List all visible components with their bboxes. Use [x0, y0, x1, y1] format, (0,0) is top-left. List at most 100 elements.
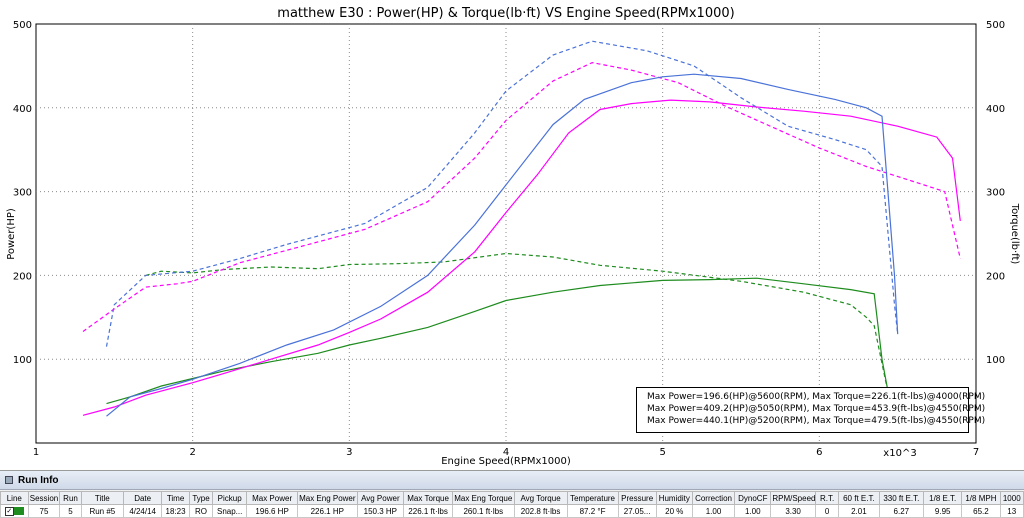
table-cell: ✓ — [0, 504, 29, 518]
table-cell: 1.00 — [734, 504, 772, 518]
y-tick-label-right: 300 — [986, 188, 1005, 199]
table-cell: 87.2 °F — [566, 504, 619, 518]
x-tick-label: 1 — [33, 447, 39, 458]
y-tick-label-left: 500 — [13, 20, 32, 31]
table-cell: 3.30 — [770, 504, 816, 518]
chart-svg: matthew E30 : Power(HP) & Torque(lb·ft) … — [6, 6, 1020, 467]
run-info-title: Run Info — [18, 474, 59, 486]
x-axis-title: Engine Speed(RPMx1000) — [441, 456, 571, 467]
torque-line-series-1 — [82, 61, 961, 332]
power-line-series-1 — [82, 99, 961, 416]
y-tick-label-right: 500 — [986, 20, 1005, 31]
legend-entry-green: Max Power=196.6(HP)@5600(RPM), Max Torqu… — [643, 391, 985, 403]
dyno-chart: matthew E30 : Power(HP) & Torque(lb·ft) … — [6, 6, 1020, 467]
column-header[interactable]: Max Power — [246, 491, 299, 505]
column-header[interactable]: Correction — [691, 491, 736, 505]
column-header[interactable]: 1/8 MPH — [961, 491, 1001, 505]
column-header[interactable]: Max Eng Torque — [452, 491, 515, 505]
column-header[interactable]: Line — [0, 491, 29, 505]
legend-label-magenta: Max Power=409.2(HP)@5050(RPM), Max Torqu… — [647, 404, 986, 414]
table-cell: 2.01 — [838, 504, 880, 518]
run-info-panel: Run Info Line Session Run Title Date Time Type… — [0, 470, 1024, 518]
column-header[interactable]: 1/8 E.T. — [923, 491, 963, 505]
legend-label-green: Max Power=196.6(HP)@5600(RPM), Max Torqu… — [647, 392, 986, 402]
y-tick-label-left: 100 — [13, 355, 32, 366]
x-tick-label: 7 — [973, 447, 979, 458]
table-cell: 5 — [59, 504, 82, 518]
x-tick-label: 6 — [816, 447, 822, 458]
table-cell: 226.1 HP — [297, 504, 358, 518]
x-tick-label: 3 — [346, 447, 352, 458]
table-cell: Snap... — [212, 504, 248, 518]
legend-entry-magenta: Max Power=409.2(HP)@5050(RPM), Max Torqu… — [643, 403, 985, 415]
table-cell: 13 — [999, 504, 1024, 518]
table-cell: 18:23 — [161, 504, 190, 518]
column-header[interactable]: 330 ft E.T. — [878, 491, 925, 505]
table-cell: 150.3 HP — [356, 504, 405, 518]
y-tick-label-left: 200 — [13, 271, 32, 282]
table-cell: 20 % — [655, 504, 693, 518]
line-visible-checkbox[interactable]: ✓ — [4, 506, 14, 516]
column-header[interactable]: Max Torque — [403, 491, 453, 505]
table-cell: 260.1 ft·lbs — [452, 504, 515, 518]
column-header[interactable]: Avg Torque — [513, 491, 568, 505]
grid — [36, 24, 976, 443]
y-tick-label-left: 300 — [13, 188, 32, 199]
y-axis-title-right: Torque(lb·ft) — [1009, 203, 1020, 265]
column-header[interactable]: Max Eng Power — [297, 491, 358, 505]
column-header[interactable]: DynoCF — [734, 491, 772, 505]
column-header[interactable]: 60 ft E.T. — [838, 491, 880, 505]
table-cell: 75 — [27, 504, 61, 518]
column-header[interactable]: Date — [123, 491, 163, 505]
y-tick-label-right: 400 — [986, 104, 1005, 115]
column-header[interactable]: Pressure — [617, 491, 657, 505]
column-header[interactable]: R.T. — [814, 491, 840, 505]
table-cell: 9.95 — [923, 504, 963, 518]
y-tick-label-right: 200 — [986, 271, 1005, 282]
y-axis-title-left: Power(HP) — [6, 208, 17, 260]
table-cell: 196.6 HP — [246, 504, 299, 518]
column-header[interactable]: Time — [161, 491, 190, 505]
column-header[interactable]: Title — [80, 491, 125, 505]
x-tick-label: 4 — [503, 447, 509, 458]
table-cell: 65.2 — [961, 504, 1001, 518]
table-cell: Run #5 — [80, 504, 125, 518]
column-header[interactable]: Run — [59, 491, 82, 505]
table-cell: 27.05... — [617, 504, 657, 518]
y-tick-label-left: 400 — [13, 104, 32, 115]
table-cell: 1.00 — [691, 504, 736, 518]
plot-frame — [35, 23, 977, 444]
line-color-swatch[interactable] — [13, 507, 24, 516]
y-tick-label-right: 100 — [986, 355, 1005, 366]
legend-label-blue: Max Power=440.1(HP)@5200(RPM), Max Torqu… — [647, 416, 986, 426]
table-cell: 4/24/14 — [123, 504, 163, 518]
table-row[interactable]: ✓ 75 5 Run #5 4/24/14 18:23 RO Snap... 196.6 HP 2… — [0, 504, 1024, 518]
legend-entry-blue: Max Power=440.1(HP)@5200(RPM), Max Torqu… — [643, 415, 985, 427]
x-axis-multiplier: x10^3 — [883, 448, 916, 459]
panel-icon — [4, 475, 14, 485]
series — [82, 40, 961, 417]
table-cell: 0 — [814, 504, 840, 518]
column-header[interactable]: Temperature — [566, 491, 619, 505]
column-header[interactable]: Type — [188, 491, 214, 505]
torque-line-series-2 — [105, 40, 899, 347]
table-cell: RO — [188, 504, 214, 518]
table-cell: 6.27 — [878, 504, 925, 518]
table-header-row: Line Session Run Title Date Time Type Pickup Max… — [0, 491, 1024, 505]
column-header[interactable]: Session — [27, 491, 61, 505]
column-header[interactable]: Pickup — [212, 491, 248, 505]
column-header[interactable]: 1000 — [999, 491, 1024, 505]
x-tick-label: 5 — [659, 447, 665, 458]
column-header[interactable]: Avg Power — [356, 491, 405, 505]
power-line-series-0 — [106, 277, 891, 405]
x-tick-label: 2 — [189, 447, 195, 458]
table-cell: 202.8 ft·lbs — [513, 504, 568, 518]
column-header[interactable]: Humidity — [655, 491, 693, 505]
ticks: 1 2 3 4 5 6 7 100 100 200 200 300 300 400 400 500 500 — [13, 20, 1005, 458]
column-header[interactable]: RPM/Speed — [770, 491, 816, 505]
chart-title: matthew E30 : Power(HP) & Torque(lb·ft) … — [277, 6, 734, 21]
run-info-table: Line Session Run Title Date Time Type Pickup Max… — [0, 491, 1024, 518]
table-cell: 226.1 ft·lbs — [403, 504, 453, 518]
legend: Max Power=196.6(HP)@5600(RPM), Max Torqu… — [636, 387, 985, 433]
run-info-header: Run Info — [0, 471, 1024, 490]
